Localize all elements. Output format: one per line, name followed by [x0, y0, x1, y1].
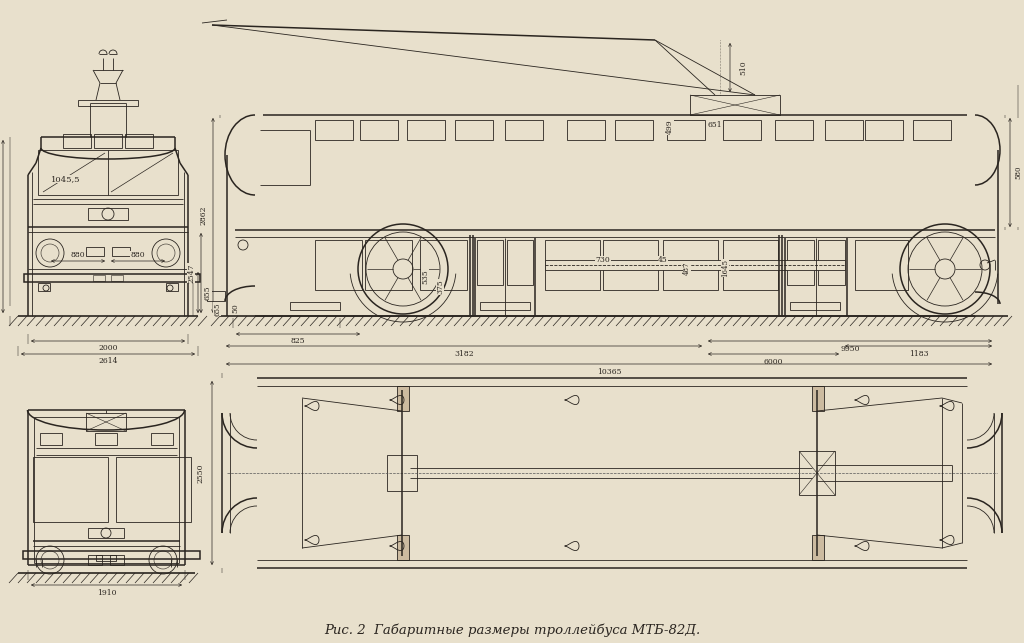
Bar: [667, 120, 705, 140]
Bar: [397, 535, 409, 560]
Bar: [723, 120, 761, 140]
Text: 1645: 1645: [721, 259, 729, 277]
Text: 2000: 2000: [98, 344, 118, 352]
Bar: [125, 134, 153, 148]
Bar: [387, 455, 417, 491]
Bar: [615, 120, 653, 140]
Bar: [88, 528, 124, 538]
Bar: [812, 535, 824, 560]
Bar: [420, 240, 467, 290]
Text: 655: 655: [213, 302, 221, 316]
Bar: [96, 555, 116, 561]
Text: 651: 651: [708, 121, 722, 129]
Text: 2550: 2550: [196, 463, 204, 483]
Bar: [799, 451, 835, 495]
Bar: [151, 433, 173, 445]
Bar: [812, 386, 824, 411]
Text: 50: 50: [231, 303, 239, 313]
Text: 655: 655: [204, 285, 212, 300]
Bar: [111, 275, 123, 281]
Text: 6000: 6000: [764, 358, 783, 366]
Bar: [88, 555, 102, 565]
Bar: [116, 457, 191, 522]
Text: 10365: 10365: [597, 368, 622, 376]
Bar: [855, 240, 908, 290]
Bar: [477, 240, 503, 285]
Bar: [78, 100, 138, 106]
Bar: [787, 240, 814, 285]
Text: 3182: 3182: [455, 350, 474, 358]
Text: 1183: 1183: [908, 350, 929, 358]
Text: 9950: 9950: [841, 345, 860, 353]
Text: 1045,5: 1045,5: [51, 175, 81, 183]
Bar: [315, 120, 353, 140]
Bar: [545, 260, 845, 270]
Bar: [455, 120, 493, 140]
Text: 2614: 2614: [98, 357, 118, 365]
Bar: [88, 208, 128, 220]
Text: 580: 580: [1014, 166, 1022, 179]
Bar: [480, 302, 530, 310]
Text: 535: 535: [421, 269, 429, 284]
Bar: [567, 120, 605, 140]
Bar: [723, 240, 778, 290]
Bar: [207, 291, 225, 301]
Bar: [818, 240, 845, 285]
Text: Рис. 2  Габаритные размеры троллейбуса МТБ-82Д.: Рис. 2 Габаритные размеры троллейбуса МТ…: [324, 623, 700, 637]
Bar: [505, 120, 543, 140]
Bar: [110, 555, 124, 565]
Bar: [24, 274, 200, 282]
Bar: [86, 413, 126, 431]
Text: 499: 499: [666, 120, 674, 134]
Bar: [507, 240, 534, 285]
Bar: [94, 134, 122, 148]
Bar: [603, 240, 658, 290]
Bar: [407, 120, 445, 140]
Bar: [95, 433, 117, 445]
Bar: [690, 95, 780, 115]
Bar: [112, 247, 130, 256]
Bar: [865, 120, 903, 140]
Bar: [63, 134, 91, 148]
Text: 375: 375: [436, 280, 444, 294]
Text: 880: 880: [131, 251, 145, 259]
Bar: [166, 283, 178, 291]
Bar: [40, 433, 62, 445]
Bar: [38, 283, 50, 291]
Bar: [290, 302, 340, 310]
Text: 1910: 1910: [96, 589, 117, 597]
Bar: [825, 120, 863, 140]
Bar: [93, 275, 105, 281]
Text: 825: 825: [291, 337, 305, 345]
Bar: [23, 551, 200, 559]
Bar: [775, 120, 813, 140]
Bar: [663, 240, 718, 290]
Bar: [397, 386, 409, 411]
Bar: [365, 240, 412, 290]
Bar: [38, 150, 178, 195]
Text: 45: 45: [658, 256, 668, 264]
Bar: [545, 240, 600, 290]
Text: 510: 510: [739, 60, 746, 75]
Text: 2547: 2547: [187, 263, 195, 283]
Bar: [360, 120, 398, 140]
Bar: [315, 240, 362, 290]
Bar: [913, 120, 951, 140]
Bar: [790, 302, 840, 310]
Text: 730: 730: [596, 256, 610, 264]
Bar: [86, 247, 104, 256]
Text: 2862: 2862: [199, 206, 207, 225]
Text: 880: 880: [71, 251, 85, 259]
Text: 487: 487: [683, 261, 691, 275]
Bar: [33, 457, 108, 522]
